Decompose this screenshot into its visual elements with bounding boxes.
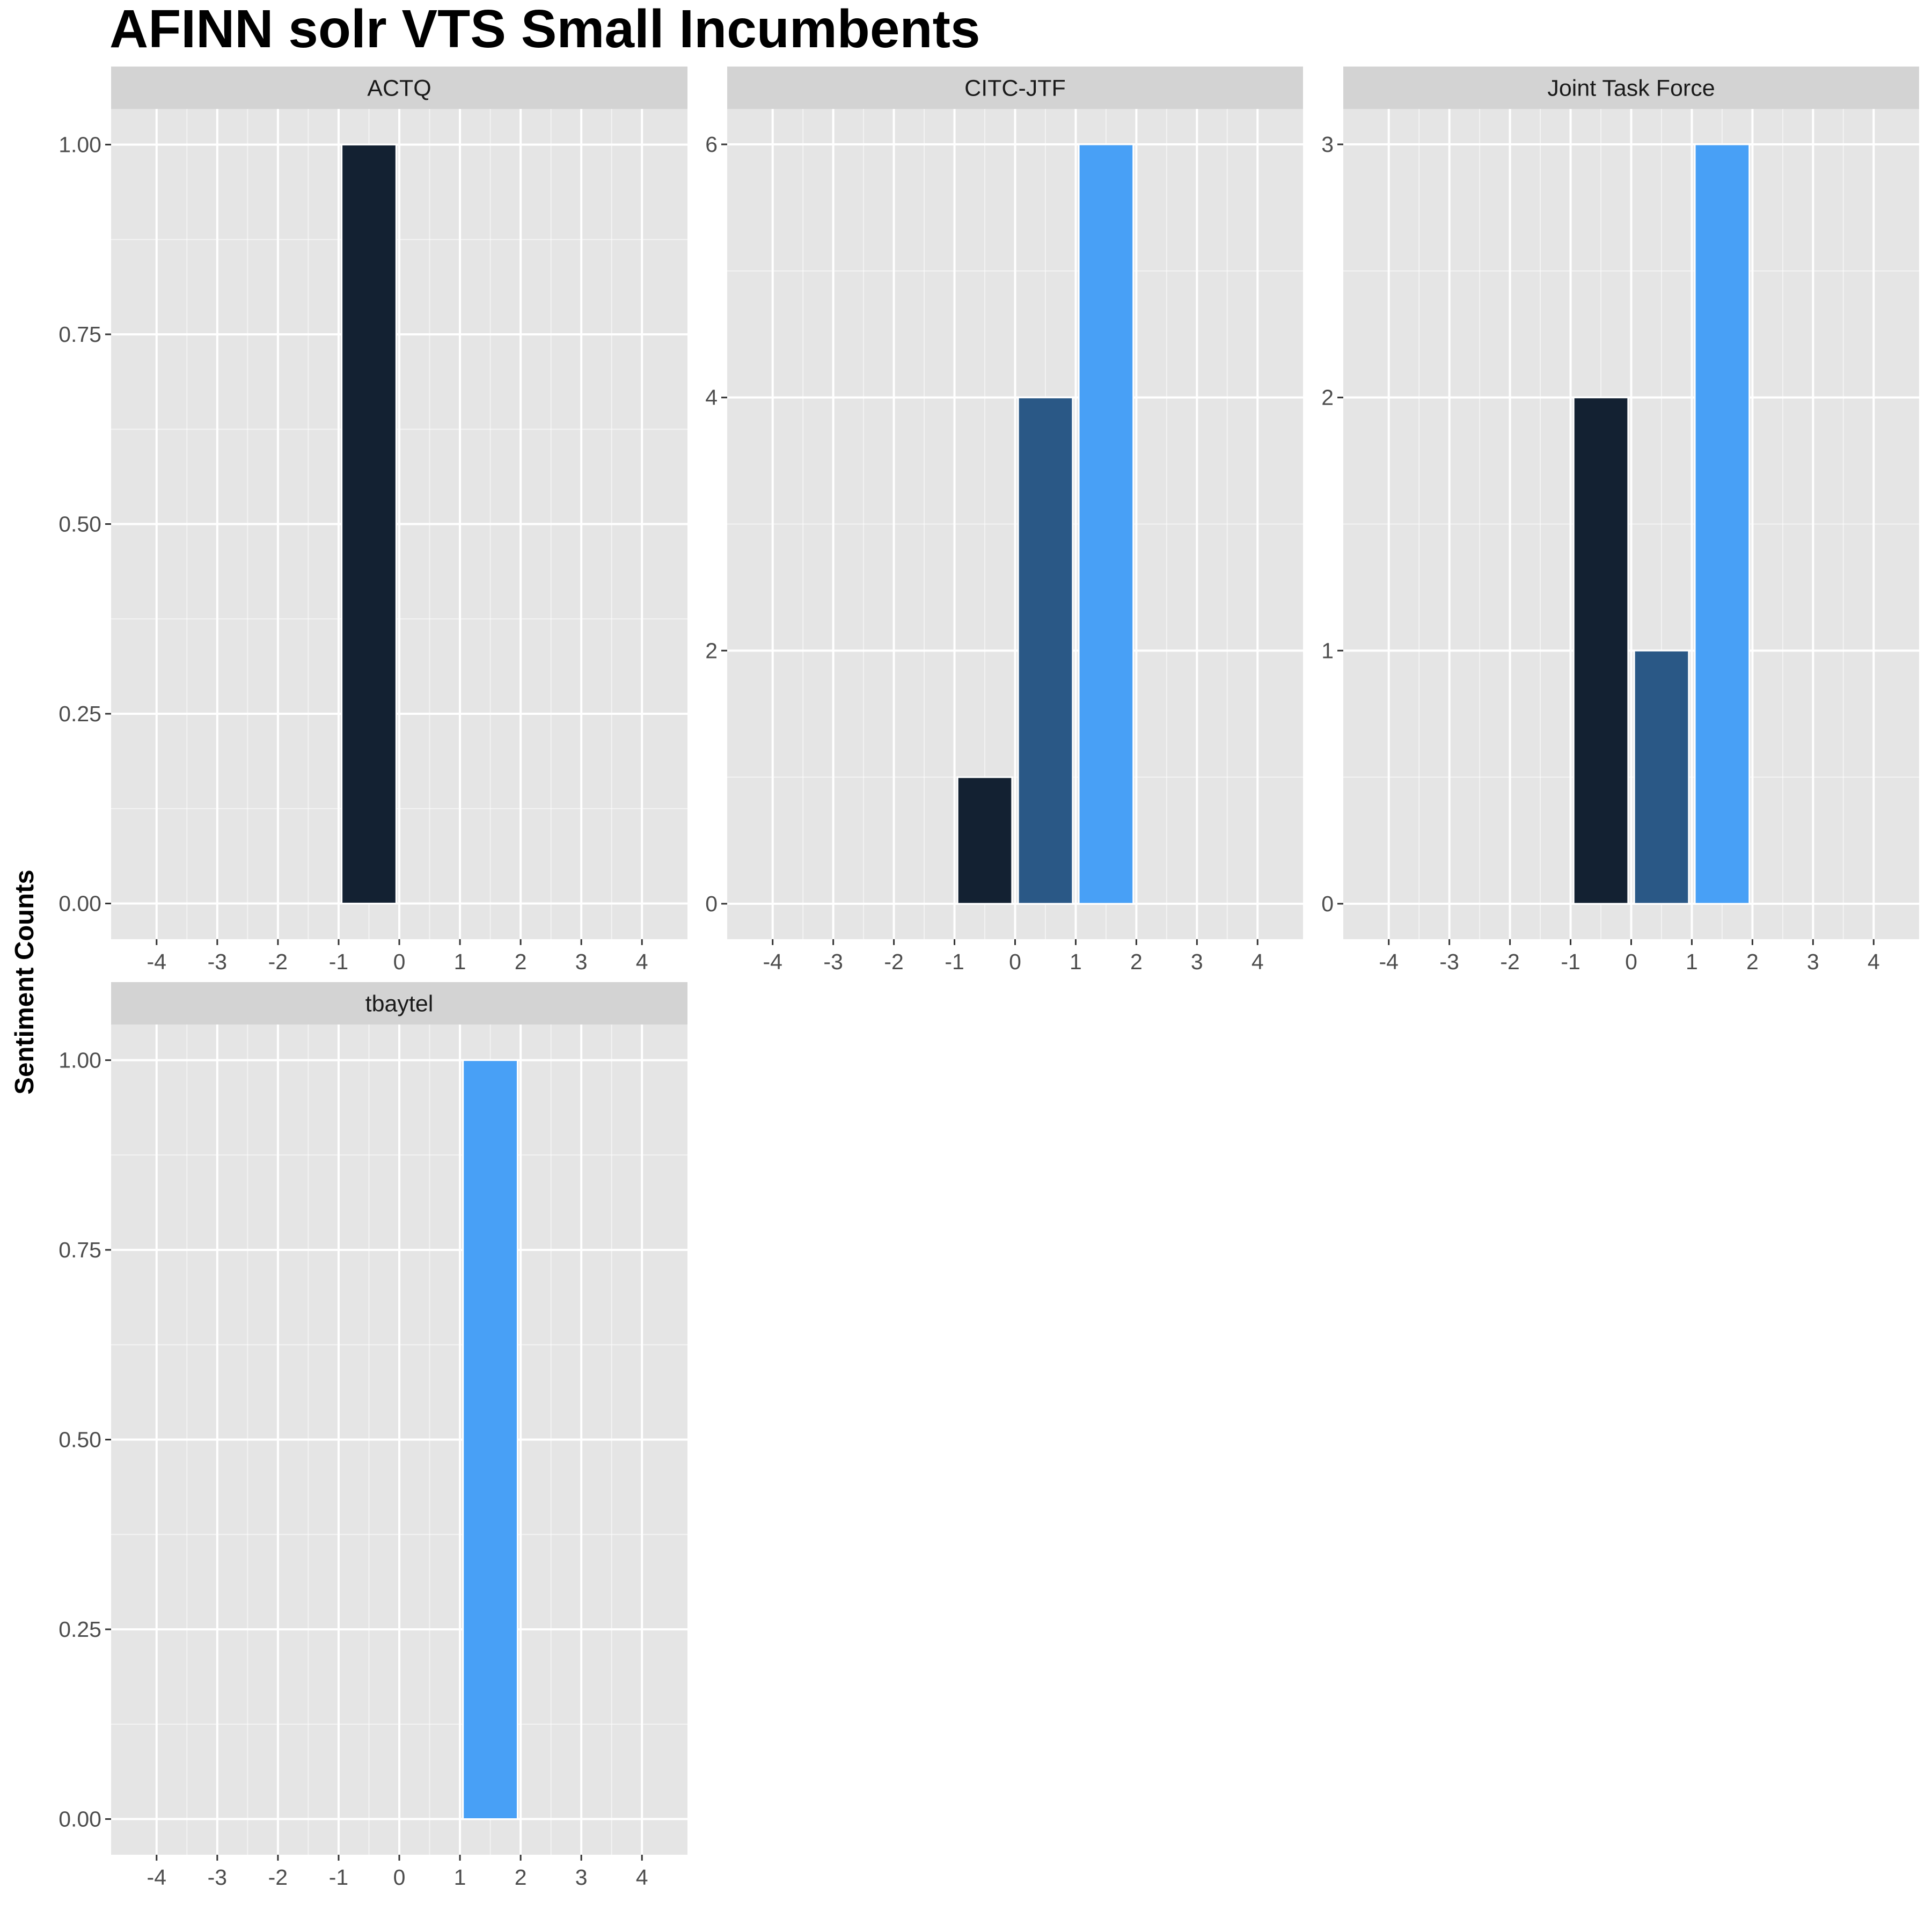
facet-strip bbox=[111, 982, 687, 1024]
facet-strip bbox=[727, 67, 1303, 109]
x-tick-label: -2 bbox=[1500, 949, 1519, 974]
x-tick-label: 1 bbox=[454, 1865, 466, 1890]
facet-strip bbox=[1343, 67, 1919, 109]
facet-panel: ACTQ 0.00 0.25 0.50 0.75 1.00 -4 -3 -2 -1 0 1 2 3 4 bbox=[58, 67, 687, 974]
y-tick-label: 2 bbox=[1321, 385, 1334, 410]
x-tick-label: -3 bbox=[1439, 949, 1459, 974]
bar bbox=[1017, 397, 1074, 905]
x-tick-label: 2 bbox=[1746, 949, 1759, 974]
x-tick-label: 0 bbox=[393, 1865, 406, 1890]
facet-panel: Joint Task Force 0 1 2 3 -4 -3 -2 -1 0 1 2 3 4 bbox=[1321, 67, 1919, 974]
x-tick-label: 4 bbox=[1252, 949, 1264, 974]
bar bbox=[1078, 143, 1135, 905]
y-tick-label: 1.00 bbox=[58, 1048, 101, 1072]
x-tick-label: -2 bbox=[884, 949, 903, 974]
y-tick-label: 0.50 bbox=[58, 512, 101, 537]
x-tick-label: -1 bbox=[1561, 949, 1580, 974]
x-tick-label: 1 bbox=[1686, 949, 1698, 974]
x-tick-label: 3 bbox=[1807, 949, 1819, 974]
x-tick-label: 0 bbox=[1009, 949, 1021, 974]
x-tick-label: -4 bbox=[763, 949, 782, 974]
x-tick-label: -2 bbox=[268, 1865, 288, 1890]
y-tick-label: 0.00 bbox=[58, 891, 101, 916]
y-tick-label: 4 bbox=[705, 385, 718, 410]
x-tick-label: 2 bbox=[515, 1865, 527, 1890]
x-tick-label: -1 bbox=[329, 1865, 348, 1890]
y-tick-label: 1 bbox=[1321, 638, 1334, 663]
chart-title: AFINN solr VTS Small Incumbents bbox=[109, 0, 980, 59]
y-tick-label: 0.25 bbox=[58, 701, 101, 726]
y-tick-label: 0.75 bbox=[58, 322, 101, 347]
x-tick-label: 0 bbox=[1625, 949, 1637, 974]
y-tick-label: 0.25 bbox=[58, 1617, 101, 1642]
x-tick-label: -3 bbox=[823, 949, 843, 974]
x-tick-label: -3 bbox=[208, 1865, 227, 1890]
facet-strip bbox=[111, 67, 687, 109]
x-tick-label: -2 bbox=[268, 949, 288, 974]
facet-strip-label: CITC-JTF bbox=[964, 76, 1066, 101]
facet-strip-label: ACTQ bbox=[367, 76, 431, 101]
x-tick-label: -3 bbox=[208, 949, 227, 974]
bar bbox=[1572, 397, 1629, 905]
x-tick-label: -1 bbox=[329, 949, 348, 974]
y-tick-label: 6 bbox=[705, 132, 718, 157]
facet-panel: tbaytel 0.00 0.25 0.50 0.75 1.00 -4 -3 -2 -1 0 1 2 3 4 bbox=[58, 982, 687, 1890]
x-tick-label: 2 bbox=[1130, 949, 1143, 974]
y-tick-label: 0.50 bbox=[58, 1428, 101, 1452]
bar bbox=[1633, 649, 1690, 905]
x-tick-label: -4 bbox=[147, 949, 166, 974]
facet-panel: CITC-JTF 0 2 4 6 -4 -3 -2 -1 0 1 2 3 4 bbox=[705, 67, 1303, 974]
y-tick-label: 0 bbox=[705, 891, 718, 916]
x-tick-label: 4 bbox=[1868, 949, 1880, 974]
y-tick-label: 1.00 bbox=[58, 132, 101, 157]
bar bbox=[1694, 143, 1751, 905]
x-tick-label: -4 bbox=[1379, 949, 1398, 974]
y-axis-title: Sentiment Counts bbox=[10, 869, 39, 1094]
x-tick-label: 3 bbox=[575, 949, 588, 974]
x-tick-label: 4 bbox=[636, 1865, 648, 1890]
x-tick-label: -4 bbox=[147, 1865, 166, 1890]
x-tick-label: 1 bbox=[454, 949, 466, 974]
x-tick-label: 0 bbox=[393, 949, 406, 974]
y-tick-label: 0.75 bbox=[58, 1238, 101, 1262]
y-tick-label: 0 bbox=[1321, 891, 1334, 916]
y-tick-label: 3 bbox=[1321, 132, 1334, 157]
bar bbox=[462, 1059, 518, 1820]
bar bbox=[341, 143, 397, 905]
x-tick-label: 4 bbox=[636, 949, 648, 974]
x-tick-label: -1 bbox=[945, 949, 964, 974]
y-tick-label: 0.00 bbox=[58, 1807, 101, 1832]
x-tick-label: 3 bbox=[1191, 949, 1203, 974]
y-tick-label: 2 bbox=[705, 638, 718, 663]
facet-strip-label: tbaytel bbox=[365, 991, 434, 1017]
x-tick-label: 1 bbox=[1070, 949, 1082, 974]
x-tick-label: 2 bbox=[515, 949, 527, 974]
x-tick-label: 3 bbox=[575, 1865, 588, 1890]
facet-strip-label: Joint Task Force bbox=[1547, 76, 1715, 101]
bar bbox=[956, 776, 1013, 905]
